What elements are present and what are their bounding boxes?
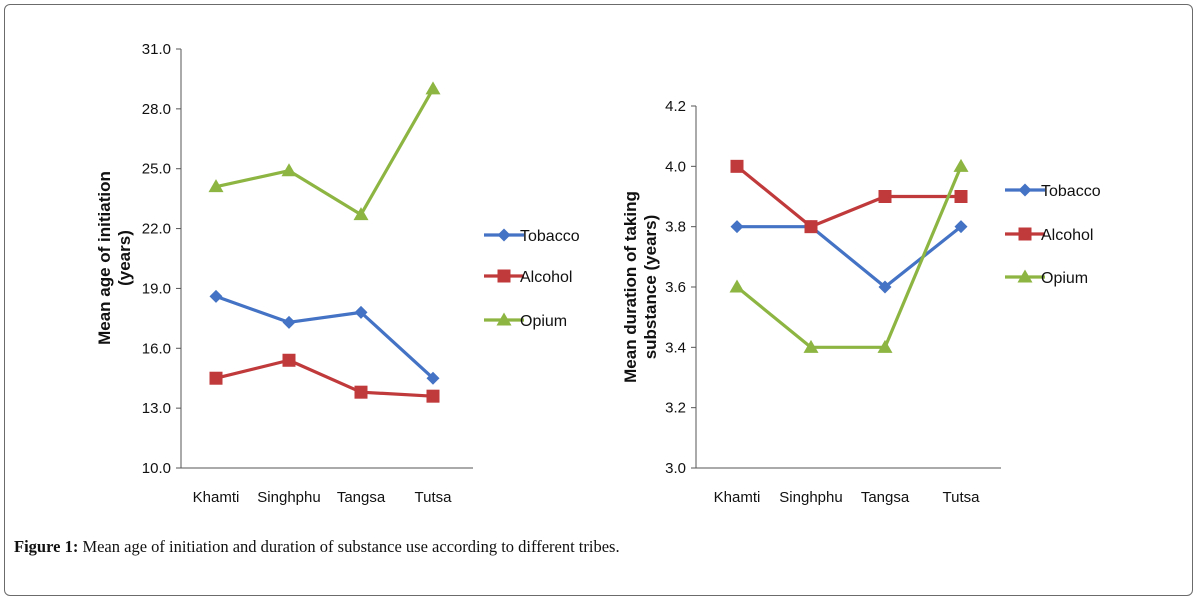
- y-tick-label: 4.2: [665, 98, 686, 115]
- age-of-initiation-chart: 10.0 13.0 16.0 19.0 22.0 25.0 28.0 31.0 Khamti Si…: [95, 41, 580, 506]
- y-tick-label: 3.2: [665, 400, 686, 417]
- caption-text: Mean age of initiation and duration of s…: [78, 537, 620, 556]
- x-tick-label: Tangsa: [861, 489, 910, 506]
- data-point-opium: [877, 339, 893, 353]
- series-line-tobacco: [737, 225, 962, 289]
- legend-label-alcohol: Alcohol: [520, 269, 572, 286]
- data-point-opium: [353, 207, 369, 221]
- data-point-tobacco: [730, 220, 744, 234]
- series-line-opium: [735, 165, 963, 349]
- data-point-tobacco: [878, 280, 892, 294]
- data-point-tobacco: [209, 289, 223, 303]
- y-axis-label: Mean age of initiation: [95, 171, 114, 345]
- y-axis-label: Mean duration of taking: [621, 191, 640, 383]
- y-axis-label: substance (years): [641, 215, 660, 360]
- y-axis-label: (years): [115, 230, 134, 286]
- y-tick-label: 10.0: [142, 460, 171, 477]
- x-tick-label: Singhphu: [257, 489, 320, 506]
- x-tick-label: Singhphu: [779, 489, 842, 506]
- y-tick-label: 31.0: [142, 41, 171, 58]
- data-point-tobacco: [954, 220, 968, 234]
- duration-of-use-chart: 3.0 3.2 3.4 3.6 3.8 4.0 4.2 Khamti Singhphu Tangs…: [621, 98, 1101, 506]
- data-point-alcohol: [730, 159, 744, 173]
- figure-frame: [4, 4, 1193, 596]
- caption-label: Figure 1:: [14, 537, 79, 556]
- data-point-opium: [803, 339, 819, 353]
- data-point-opium: [425, 81, 441, 95]
- legend-label-opium: Opium: [1041, 270, 1088, 287]
- legend-marker-opium: [1017, 269, 1033, 283]
- y-tick-label: 3.4: [665, 339, 686, 356]
- x-tick-label: Tutsa: [415, 489, 453, 506]
- data-point-tobacco: [426, 371, 440, 385]
- series-line-alcohol: [735, 165, 961, 229]
- figure-caption: Figure 1: Mean age of initiation and dur…: [14, 537, 620, 557]
- data-point-opium: [953, 158, 969, 172]
- legend-label-tobacco: Tobacco: [1041, 183, 1101, 200]
- data-point-alcohol: [878, 190, 892, 203]
- series-line-alcohol: [215, 358, 434, 398]
- y-tick-label: 3.8: [665, 219, 686, 236]
- legend-marker-tobacco: [497, 228, 511, 242]
- x-tick-label: Khamti: [193, 489, 240, 506]
- data-point-alcohol: [426, 389, 440, 403]
- legend-label-tobacco: Tobacco: [520, 228, 580, 245]
- y-tick-label: 19.0: [142, 280, 171, 297]
- y-tick-label: 13.0: [142, 400, 171, 417]
- legend-marker-alcohol: [497, 269, 511, 283]
- x-tick-label: Khamti: [714, 489, 761, 506]
- legend-marker-opium: [496, 312, 512, 326]
- data-point-opium: [281, 163, 297, 177]
- data-point-alcohol: [954, 190, 968, 203]
- legend-label-alcohol: Alcohol: [1041, 227, 1093, 244]
- legend-marker-alcohol: [1018, 227, 1032, 241]
- legend-label-opium: Opium: [520, 313, 567, 330]
- data-point-alcohol: [282, 353, 296, 367]
- y-tick-label: 3.6: [665, 279, 686, 296]
- y-tick-label: 28.0: [142, 101, 171, 118]
- y-tick-label: 4.0: [665, 158, 686, 175]
- x-tick-label: Tutsa: [943, 489, 981, 506]
- x-tick-label: Tangsa: [337, 489, 386, 506]
- data-point-tobacco: [282, 315, 296, 329]
- data-point-opium: [208, 179, 224, 193]
- data-point-alcohol: [354, 385, 368, 399]
- y-tick-label: 16.0: [142, 340, 171, 357]
- series-line-tobacco: [215, 294, 435, 380]
- data-point-alcohol: [804, 220, 818, 234]
- y-tick-label: 22.0: [142, 221, 171, 238]
- legend-marker-tobacco: [1018, 183, 1032, 197]
- y-tick-label: 3.0: [665, 460, 686, 477]
- data-point-alcohol: [209, 371, 223, 385]
- series-line-opium: [215, 88, 435, 217]
- y-tick-label: 25.0: [142, 161, 171, 178]
- data-point-tobacco: [354, 305, 368, 319]
- data-point-opium: [729, 279, 745, 293]
